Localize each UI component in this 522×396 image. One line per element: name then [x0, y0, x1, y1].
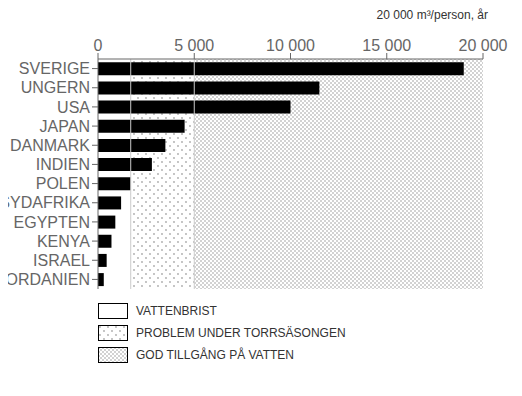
- svg-text:JORDANIEN: JORDANIEN: [8, 271, 90, 288]
- html-text:GOD TILLGÅNG PÅ VATTEN: GOD TILLGÅNG PÅ VATTEN: [136, 348, 294, 362]
- svg-text:POLEN: POLEN: [36, 175, 90, 192]
- svg-text:ISRAEL: ISRAEL: [33, 252, 90, 269]
- html-text:20 000 m³/person, år: 20 000 m³/person, år: [376, 8, 488, 22]
- svg-text:0: 0: [94, 37, 103, 54]
- svg-text:15 000: 15 000: [362, 37, 411, 54]
- svg-text:JAPAN: JAPAN: [40, 118, 90, 135]
- svg-text:KENYA: KENYA: [37, 233, 90, 250]
- svg-text:10 000: 10 000: [266, 37, 315, 54]
- svg-text:DANMARK: DANMARK: [10, 137, 90, 154]
- svg-text:SYDAFRIKA: SYDAFRIKA: [8, 194, 90, 211]
- svg-text:5 000: 5 000: [174, 37, 214, 54]
- svg-text:UNGERN: UNGERN: [21, 79, 90, 96]
- svg-text:SVERIGE: SVERIGE: [19, 60, 90, 77]
- svg-text:INDIEN: INDIEN: [36, 156, 90, 173]
- svg-text:20 000: 20 000: [459, 37, 508, 54]
- svg-text:EGYPTEN: EGYPTEN: [14, 214, 90, 231]
- svg-text:USA: USA: [57, 99, 90, 116]
- html-text:PROBLEM UNDER TORRSÄSONGEN: PROBLEM UNDER TORRSÄSONGEN: [136, 326, 346, 340]
- html-text:VATTENBRIST: VATTENBRIST: [136, 304, 217, 318]
